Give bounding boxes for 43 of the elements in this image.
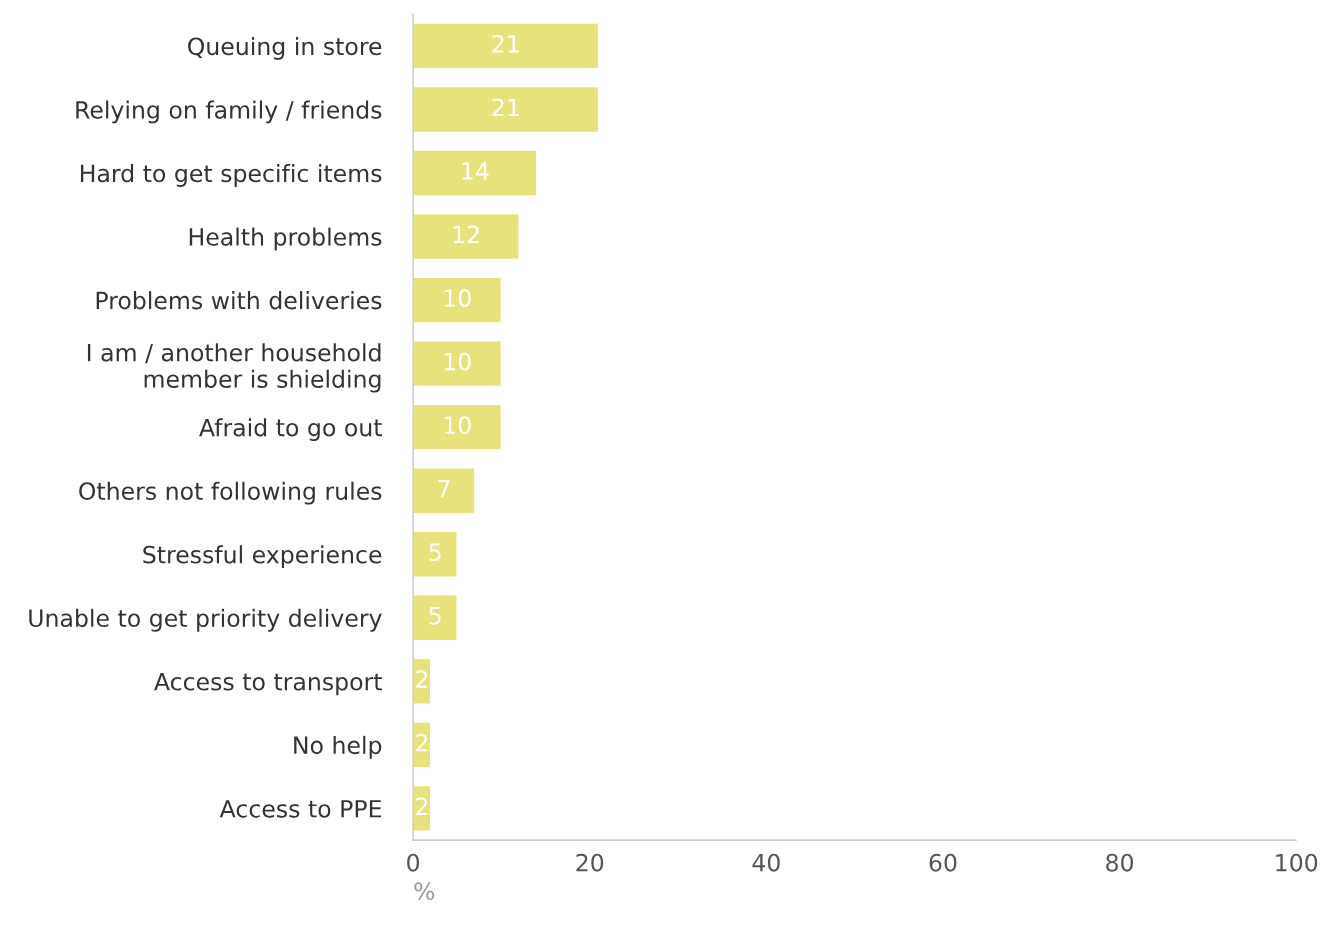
y-tick-label: Hard to get specific items	[80, 164, 382, 187]
data-label: 5	[429, 543, 441, 562]
data-label: 21	[492, 34, 519, 53]
y-tick-label: Unable to get priority delivery	[29, 608, 382, 632]
x-tick-label: 0	[407, 853, 420, 872]
data-label: 5	[429, 607, 441, 625]
x-tick-label: 80	[1106, 853, 1134, 872]
y-tick-label: Access to transport	[154, 673, 382, 696]
data-label: 10	[444, 416, 471, 435]
data-label: 12	[453, 225, 479, 244]
data-label: 2	[416, 733, 428, 752]
bar	[413, 276, 503, 324]
bar	[413, 212, 520, 261]
y-tick-label: Problems with deliveries	[96, 291, 382, 310]
y-tick-label: Others not following rules	[79, 481, 382, 505]
bar	[413, 403, 503, 451]
data-label: 10	[444, 352, 471, 371]
y-tick-label: No help	[294, 735, 382, 759]
bar	[413, 467, 476, 515]
y-tick-label: Relying on family / friends	[76, 100, 382, 124]
x-tick-label: 60	[929, 853, 957, 872]
x-tick-label: 20	[576, 853, 604, 872]
x-axis-title: %	[414, 882, 435, 901]
x-tick-label: 100	[1276, 853, 1318, 872]
y-tick-label: I am / another household member is shielding	[87, 343, 381, 393]
y-tick-label: Health problems	[189, 227, 382, 251]
bar	[413, 594, 458, 642]
bar	[413, 22, 600, 70]
y-tick-label: Access to PPE	[219, 800, 382, 818]
y-tick-label: Afraid to go out	[199, 418, 382, 442]
data-label: 10	[444, 289, 471, 307]
x-tick-label: 40	[752, 853, 780, 872]
y-tick-label: Queuing in store	[188, 36, 382, 60]
data-label: 7	[438, 480, 450, 498]
data-label: 14	[462, 162, 489, 180]
data-label: 21	[492, 98, 519, 116]
y-tick-label: Stressful experience	[143, 545, 382, 569]
data-label: 2	[416, 670, 428, 688]
bar	[413, 85, 600, 134]
bar	[413, 530, 458, 578]
data-label: 2	[416, 797, 428, 815]
bar	[413, 340, 503, 388]
bar	[413, 149, 538, 197]
